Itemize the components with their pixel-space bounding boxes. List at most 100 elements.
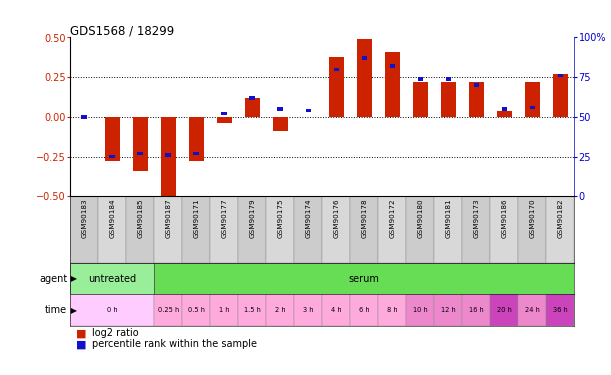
Text: ■: ■ (76, 339, 87, 350)
Bar (557, 74, 563, 77)
Bar (70, 196, 98, 263)
Bar (109, 155, 115, 158)
Text: GSM90186: GSM90186 (502, 198, 507, 238)
Bar (154, 294, 182, 326)
Bar (329, 57, 344, 117)
Bar (104, 117, 120, 161)
Bar (518, 294, 546, 326)
Text: GSM90185: GSM90185 (137, 198, 143, 238)
Bar (378, 294, 406, 326)
Bar (295, 196, 323, 263)
Bar (441, 82, 456, 117)
Bar (463, 294, 490, 326)
Text: percentile rank within the sample: percentile rank within the sample (92, 339, 257, 350)
Text: 1 h: 1 h (219, 308, 230, 314)
Bar (182, 196, 210, 263)
Bar (182, 294, 210, 326)
Bar (334, 68, 339, 71)
Text: 0.25 h: 0.25 h (158, 308, 179, 314)
Text: 24 h: 24 h (525, 308, 540, 314)
Bar (306, 109, 311, 112)
Bar (277, 107, 283, 111)
Bar (70, 294, 154, 326)
Text: 36 h: 36 h (553, 308, 568, 314)
Bar (490, 196, 518, 263)
Text: GSM90182: GSM90182 (557, 198, 563, 238)
Text: 2 h: 2 h (275, 308, 285, 314)
Text: ■: ■ (76, 328, 87, 338)
Text: 6 h: 6 h (359, 308, 370, 314)
Text: GSM90170: GSM90170 (529, 198, 535, 238)
Text: GSM90178: GSM90178 (361, 198, 367, 238)
Text: ▶: ▶ (68, 274, 77, 283)
Bar (166, 153, 171, 157)
Text: GSM90176: GSM90176 (334, 198, 339, 238)
Text: GSM90179: GSM90179 (249, 198, 255, 238)
Bar (323, 196, 350, 263)
Bar (126, 196, 154, 263)
Bar (216, 117, 232, 123)
Bar (490, 294, 518, 326)
Bar (137, 152, 143, 155)
Text: 8 h: 8 h (387, 308, 398, 314)
Text: 3 h: 3 h (303, 308, 313, 314)
Text: serum: serum (349, 274, 380, 284)
Bar (161, 117, 176, 200)
Text: time: time (45, 305, 67, 315)
Bar (350, 294, 378, 326)
Bar (133, 117, 148, 171)
Text: untreated: untreated (88, 274, 136, 284)
Text: 0.5 h: 0.5 h (188, 308, 205, 314)
Bar (434, 196, 463, 263)
Bar (98, 196, 126, 263)
Text: GSM90175: GSM90175 (277, 198, 284, 238)
Text: 10 h: 10 h (413, 308, 428, 314)
Bar (530, 106, 535, 109)
Bar (266, 294, 295, 326)
Text: 20 h: 20 h (497, 308, 512, 314)
Bar (406, 196, 434, 263)
Bar (238, 196, 266, 263)
Bar (244, 98, 260, 117)
Bar (406, 294, 434, 326)
Text: log2 ratio: log2 ratio (92, 328, 138, 338)
Bar (273, 117, 288, 131)
Bar (445, 77, 451, 81)
Bar (434, 294, 463, 326)
Text: GSM90172: GSM90172 (389, 198, 395, 238)
Bar (210, 294, 238, 326)
Text: GSM90173: GSM90173 (474, 198, 479, 238)
Bar (323, 294, 350, 326)
Text: GSM90180: GSM90180 (417, 198, 423, 238)
Bar (502, 107, 507, 111)
Bar (210, 196, 238, 263)
Bar (518, 196, 546, 263)
Text: GSM90184: GSM90184 (109, 198, 115, 238)
Bar (266, 196, 295, 263)
Bar (70, 263, 154, 294)
Text: ▶: ▶ (68, 306, 77, 315)
Bar (378, 196, 406, 263)
Bar (546, 196, 574, 263)
Bar (295, 294, 323, 326)
Bar (525, 82, 540, 117)
Bar (463, 196, 490, 263)
Bar (417, 77, 423, 81)
Text: GDS1568 / 18299: GDS1568 / 18299 (70, 24, 175, 38)
Bar (384, 52, 400, 117)
Bar (497, 111, 512, 117)
Text: 16 h: 16 h (469, 308, 484, 314)
Bar (390, 64, 395, 68)
Bar (350, 196, 378, 263)
Text: 4 h: 4 h (331, 308, 342, 314)
Bar (222, 112, 227, 116)
Text: agent: agent (39, 274, 67, 284)
Text: 0 h: 0 h (107, 308, 117, 314)
Text: 12 h: 12 h (441, 308, 456, 314)
Text: GSM90177: GSM90177 (221, 198, 227, 238)
Bar (238, 294, 266, 326)
Bar (154, 263, 574, 294)
Text: GSM90174: GSM90174 (306, 198, 311, 238)
Bar (357, 39, 372, 117)
Text: 1.5 h: 1.5 h (244, 308, 261, 314)
